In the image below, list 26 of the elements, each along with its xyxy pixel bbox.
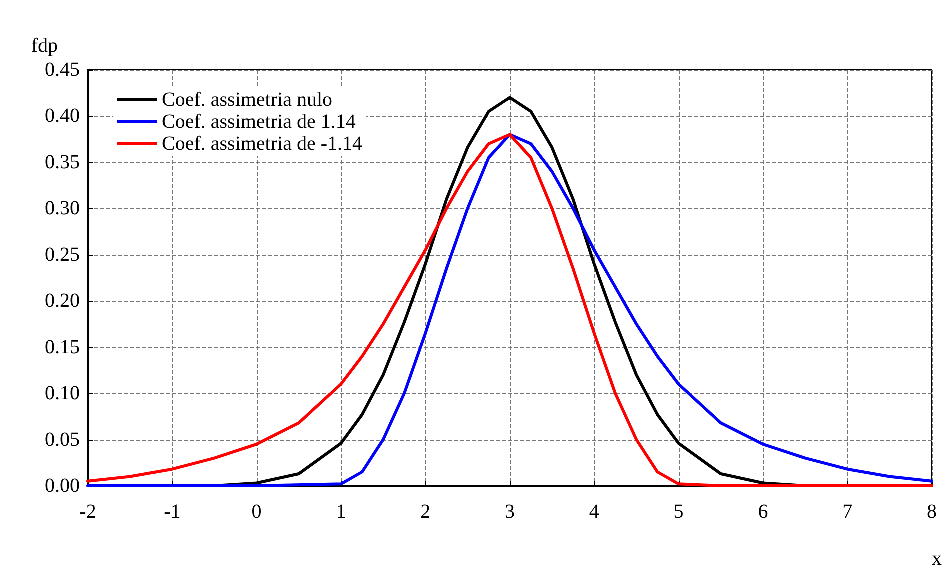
y-tick-label: 0.40 bbox=[45, 105, 80, 128]
y-tick-label: 0.30 bbox=[45, 198, 80, 220]
x-tick-label: 3 bbox=[505, 501, 515, 523]
x-tick-label: 7 bbox=[842, 501, 853, 523]
x-tick-label: 6 bbox=[758, 501, 768, 523]
y-axis-title: fdp bbox=[31, 35, 58, 57]
y-tick-label: 0.05 bbox=[45, 428, 80, 451]
y-tick-label: 0.35 bbox=[45, 151, 80, 174]
x-tick-label: 5 bbox=[674, 501, 684, 523]
y-tick-label: 0.20 bbox=[45, 290, 80, 312]
legend-label: Coef. assimetria de -1.14 bbox=[162, 133, 362, 155]
x-axis-title: x bbox=[932, 548, 942, 570]
y-tick-label: 0.10 bbox=[45, 382, 80, 405]
legend-label: Coef. assimetria de 1.14 bbox=[162, 111, 356, 133]
x-tick-label: -2 bbox=[80, 501, 96, 523]
x-tick-label: 0 bbox=[252, 501, 262, 523]
x-tick-label: 4 bbox=[589, 501, 600, 523]
y-tick-label: 0.45 bbox=[45, 59, 80, 81]
y-tick-label: 0.15 bbox=[45, 336, 80, 358]
y-tick-label: 0.00 bbox=[45, 475, 80, 497]
x-tick-label: -1 bbox=[164, 501, 181, 523]
x-tick-label: 1 bbox=[336, 501, 346, 523]
legend-label: Coef. assimetria nulo bbox=[162, 89, 333, 111]
x-tick-label: 2 bbox=[420, 501, 431, 523]
x-tick-label: 8 bbox=[927, 501, 937, 523]
y-tick-label: 0.25 bbox=[45, 244, 80, 266]
